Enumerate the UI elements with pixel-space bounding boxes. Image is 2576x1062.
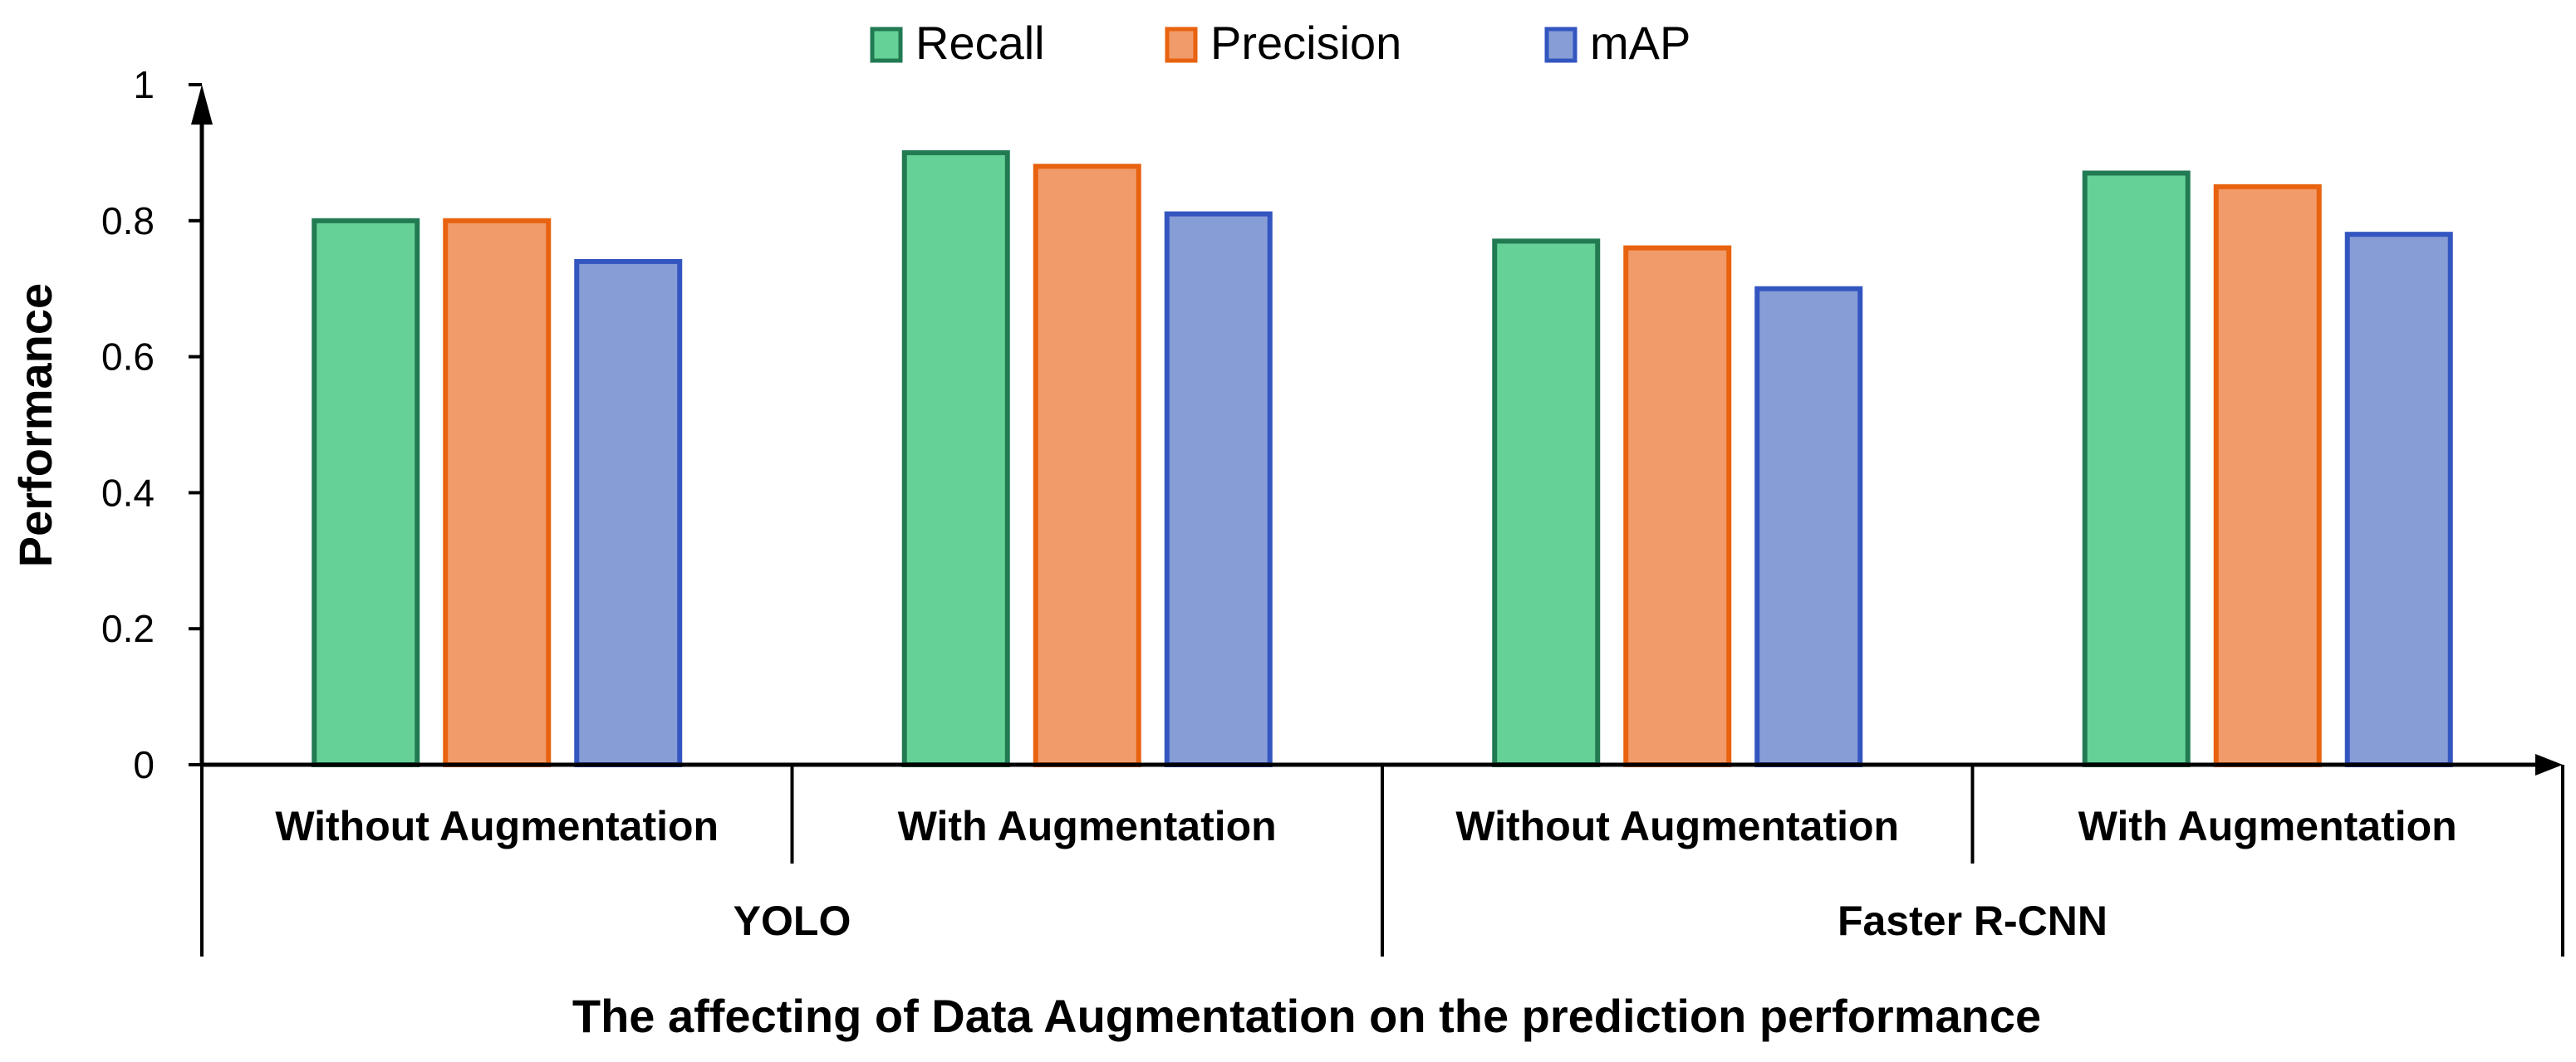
bar-precision-1	[1033, 164, 1141, 767]
y-tick-label: 1	[133, 63, 155, 106]
bar-recall-1	[901, 149, 1010, 767]
legend-label-map: mAP	[1590, 17, 1690, 69]
y-tick-label: 0.2	[101, 607, 155, 650]
category-labels: Without Augmentation With Augmentation Wit…	[275, 803, 2456, 944]
y-axis-arrow	[191, 85, 213, 125]
bars	[312, 149, 2453, 768]
bar-precision-0	[443, 218, 552, 767]
legend-swatch-recall	[870, 27, 903, 63]
axes	[191, 85, 2564, 957]
y-axis-title: Performance	[9, 283, 61, 567]
bar-recall-0	[312, 218, 420, 767]
y-tick-label: 0.6	[101, 335, 155, 379]
legend-swatch-map	[1544, 27, 1577, 63]
category-label: With Augmentation	[898, 803, 1277, 849]
y-tick-label: 0	[133, 743, 155, 786]
y-tick-label: 0.4	[101, 471, 155, 514]
bar-recall-2	[1492, 238, 1601, 767]
bar-map-1	[1164, 211, 1273, 767]
category-label: Without Augmentation	[1455, 803, 1899, 849]
category-label: With Augmentation	[2078, 803, 2457, 849]
category-label: Without Augmentation	[275, 803, 719, 849]
bar-precision-3	[2213, 184, 2322, 768]
y-tick-label: 0.8	[101, 199, 155, 242]
legend-label-recall: Recall	[915, 17, 1045, 69]
bar-map-2	[1754, 286, 1863, 767]
bar-recall-3	[2082, 170, 2191, 768]
legend: Recall Precision mAP	[870, 17, 1690, 69]
bar-map-0	[574, 258, 683, 767]
legend-swatch-precision	[1165, 27, 1198, 63]
legend-label-precision: Precision	[1210, 17, 1401, 69]
y-ticks: 0 0.2 0.4 0.6 0.8 1	[101, 63, 202, 786]
x-axis-arrow	[2535, 754, 2563, 776]
bar-precision-2	[1623, 245, 1732, 767]
bar-map-3	[2344, 232, 2453, 767]
group-label: Faster R-CNN	[1838, 898, 2107, 944]
group-label: YOLO	[734, 898, 851, 944]
x-axis-title: The affecting of Data Augmentation on th…	[572, 990, 2041, 1042]
